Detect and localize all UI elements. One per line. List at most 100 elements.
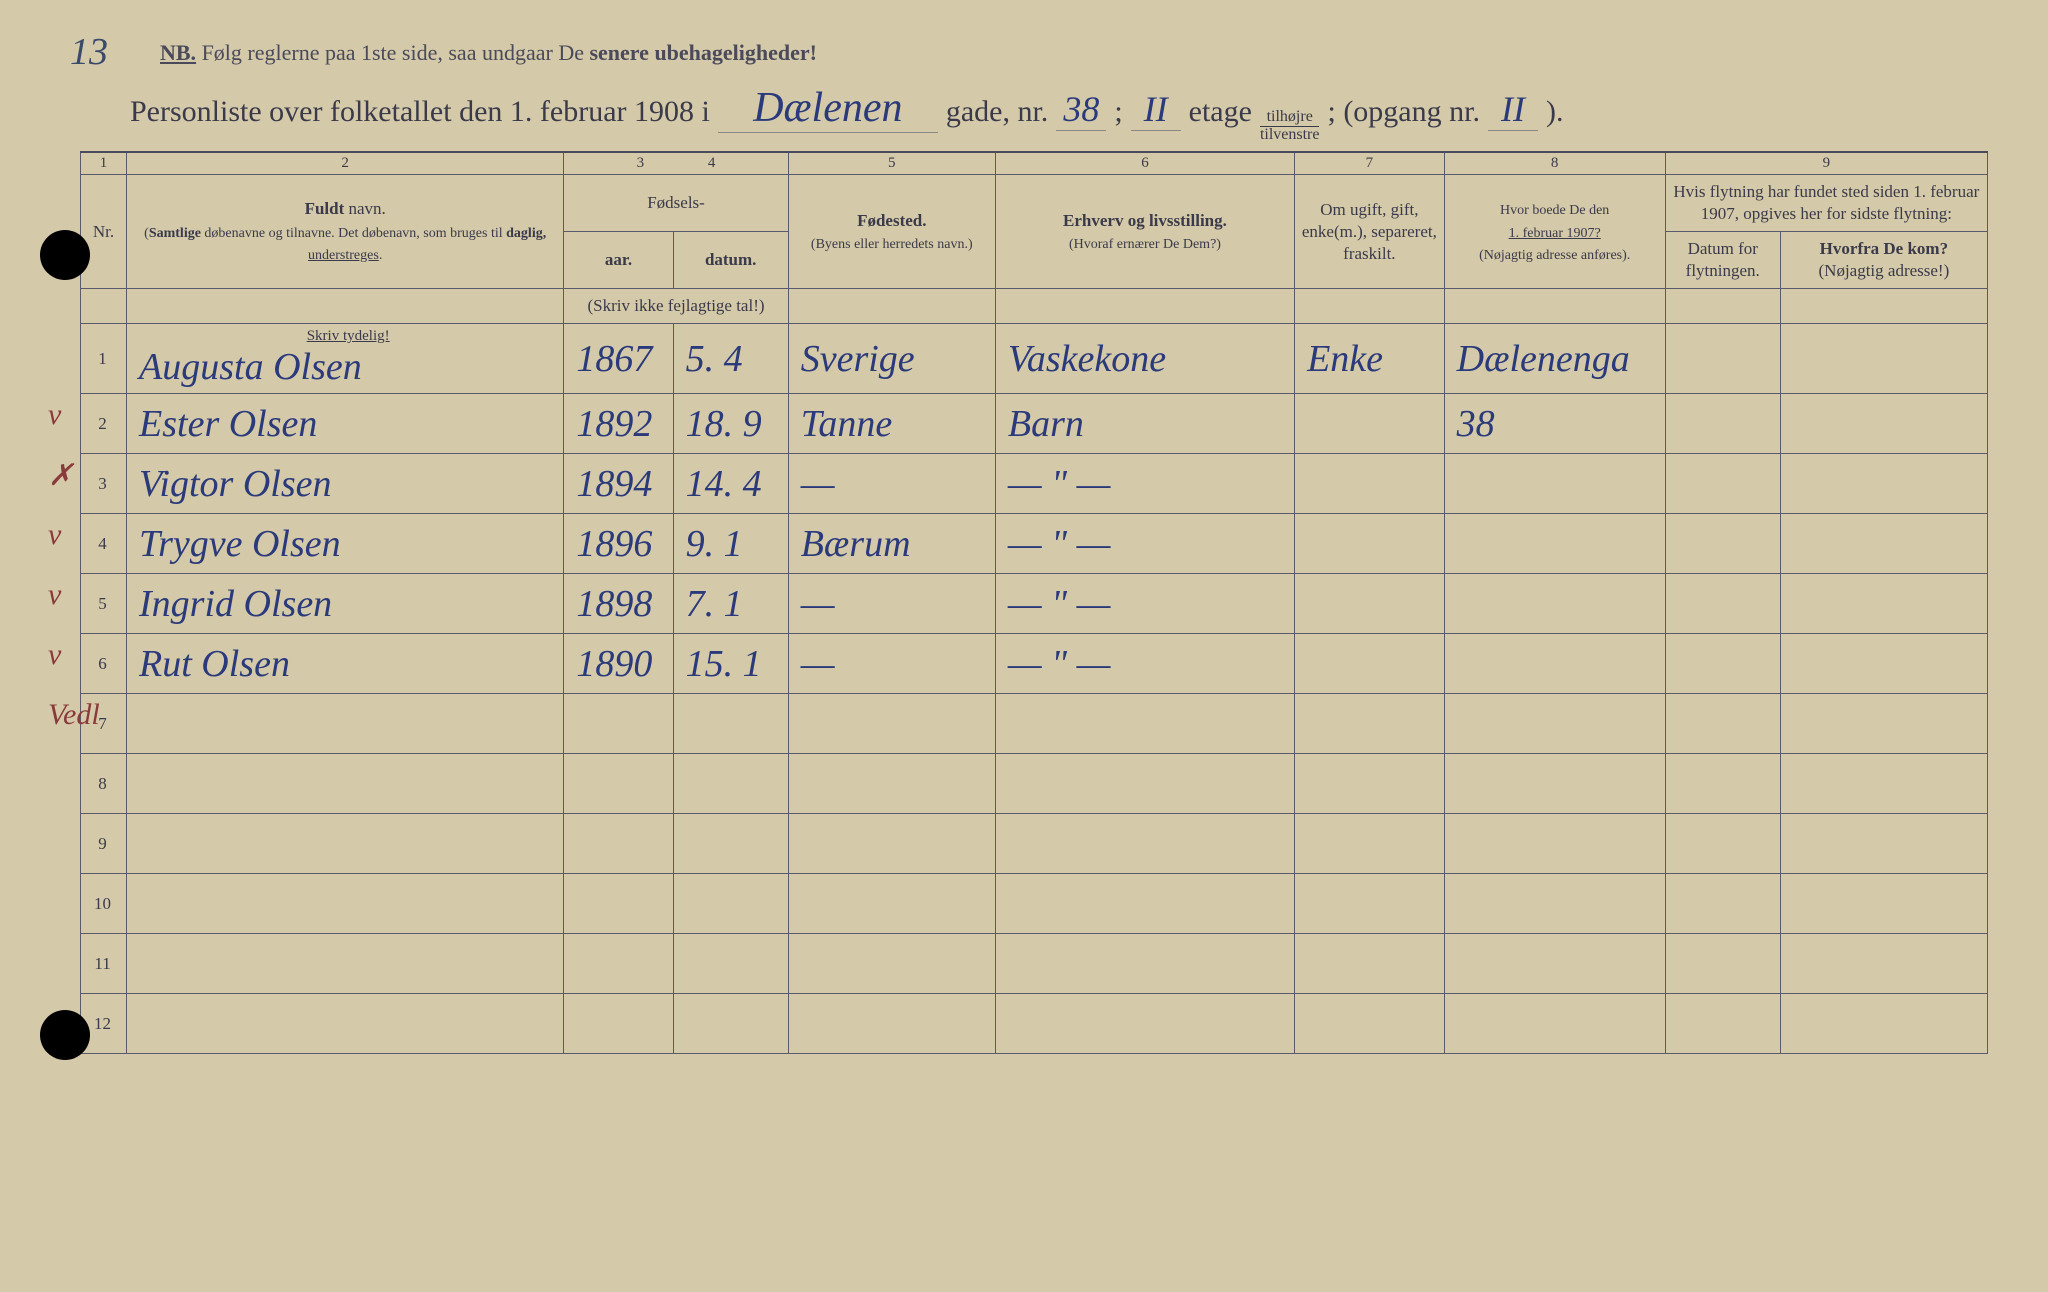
etage-label: etage: [1189, 95, 1252, 129]
cell-name: Trygve Olsen: [127, 514, 564, 574]
table-row-empty: 12: [81, 994, 1988, 1054]
cell-year: 1867: [564, 324, 673, 394]
table-row: 6 Rut Olsen 189015. 1—— " —: [81, 634, 1988, 694]
row-number: 8: [81, 754, 127, 814]
person-name: Rut Olsen: [139, 643, 290, 685]
row-number: 3: [81, 454, 127, 514]
skriv-tydelig-label: Skriv tydelig!: [139, 328, 557, 345]
person-name: Ingrid Olsen: [139, 583, 332, 625]
tilhojre-tilvenstre: tilhøjre tilvenstre: [1260, 109, 1320, 143]
hdr-nr: Nr.: [81, 175, 127, 289]
cell-residence: Dælenenga: [1444, 324, 1665, 394]
cell-residence: [1444, 574, 1665, 634]
colnum-6: 6: [995, 152, 1294, 175]
hdr-datum: datum.: [673, 232, 788, 289]
hdr-aar: aar.: [564, 232, 673, 289]
cell-year: 1896: [564, 514, 673, 574]
cell-name: Vigtor Olsen: [127, 454, 564, 514]
row-number: 6: [81, 634, 127, 694]
cell-place: —: [788, 454, 995, 514]
row-number: 1: [81, 324, 127, 394]
cell-date: 14. 4: [673, 454, 788, 514]
person-name: Augusta Olsen: [139, 346, 362, 388]
street-name: Dælenen: [718, 84, 938, 133]
table-row: 5Ingrid Olsen18987. 1—— " —: [81, 574, 1988, 634]
cell-move_date: [1665, 514, 1780, 574]
opgang-number: II: [1488, 88, 1538, 131]
table-row: 4Trygve Olsen18969. 1Bærum— " —: [81, 514, 1988, 574]
cell-place: Bærum: [788, 514, 995, 574]
cell-year: 1890: [564, 634, 673, 694]
cell-name: Ingrid Olsen: [127, 574, 564, 634]
hdr-name-sub: (Samtlige døbenavne og tilnavne. Det døb…: [144, 226, 546, 263]
cell-move_date: [1665, 634, 1780, 694]
hdr-name: Fuldt navn. (Samtlige døbenavne og tilna…: [127, 175, 564, 289]
nb-text: Følg reglerne paa 1ste side, saa undgaar…: [202, 40, 584, 65]
cell-year: 1894: [564, 454, 673, 514]
gade-label: gade, nr.: [946, 95, 1048, 129]
margin-mark: v: [48, 398, 61, 432]
cell-place: —: [788, 634, 995, 694]
cell-date: 5. 4: [673, 324, 788, 394]
punch-hole: [40, 1010, 90, 1060]
cell-status: Enke: [1295, 324, 1445, 394]
margin-mark: v: [48, 638, 61, 672]
cell-status: [1295, 574, 1445, 634]
cell-date: 7. 1: [673, 574, 788, 634]
cell-date: 15. 1: [673, 634, 788, 694]
cell-name: Skriv tydelig!Augusta Olsen: [127, 324, 564, 394]
colnum-8: 8: [1444, 152, 1665, 175]
cell-move_from: [1780, 394, 1987, 454]
row-number: 2: [81, 394, 127, 454]
punch-hole: [40, 230, 90, 280]
cell-place: Tanne: [788, 394, 995, 454]
cell-move_date: [1665, 454, 1780, 514]
margin-mark: v: [48, 518, 61, 552]
cell-year: 1892: [564, 394, 673, 454]
cell-residence: 38: [1444, 394, 1665, 454]
cell-move_from: [1780, 634, 1987, 694]
hdr-flyt-datum: Datum for flytningen.: [1665, 232, 1780, 289]
semicolon: ;: [1114, 95, 1122, 129]
title-prefix: Personliste over folketallet den 1. febr…: [130, 95, 710, 129]
title-line: Personliste over folketallet den 1. febr…: [80, 84, 1988, 143]
hdr-flyt-hvorfra: Hvorfra De kom? (Nøjagtig adresse!): [1780, 232, 1987, 289]
cell-move_date: [1665, 574, 1780, 634]
opgang-label: ; (opgang nr.: [1327, 95, 1479, 129]
hdr-erhverv: Erhverv og livsstilling. (Hvoraf ernærer…: [995, 175, 1294, 289]
cell-place: —: [788, 574, 995, 634]
cell-occupation: — " —: [995, 454, 1294, 514]
table-row-empty: 10: [81, 874, 1988, 934]
nb-label: NB.: [160, 40, 196, 65]
hdr-fodsels-sub: (Skriv ikke fejlagtige tal!): [564, 289, 788, 324]
colnum-2: 2: [127, 152, 564, 175]
table-row-empty: 9: [81, 814, 1988, 874]
header-row-1: Nr. Fuldt navn. (Samtlige døbenavne og t…: [81, 175, 1988, 232]
cell-occupation: — " —: [995, 634, 1294, 694]
person-name: Ester Olsen: [139, 403, 317, 445]
cell-occupation: — " —: [995, 574, 1294, 634]
row-number: 10: [81, 874, 127, 934]
person-name: Vigtor Olsen: [139, 463, 331, 505]
table-body: 1Skriv tydelig!Augusta Olsen18675. 4Sver…: [81, 324, 1988, 1054]
street-number: 38: [1056, 88, 1106, 131]
nb-bold: senere ubehageligheder!: [589, 40, 817, 65]
column-number-row: 1 2 3 4 5 6 7 8 9: [81, 152, 1988, 175]
person-name: Trygve Olsen: [139, 523, 341, 565]
cell-occupation: Barn: [995, 394, 1294, 454]
colnum-34: 3 4: [564, 152, 788, 175]
cell-move_from: [1780, 514, 1987, 574]
cell-status: [1295, 634, 1445, 694]
cell-residence: [1444, 454, 1665, 514]
row-number: 11: [81, 934, 127, 994]
cell-status: [1295, 514, 1445, 574]
cell-place: Sverige: [788, 324, 995, 394]
census-document: 1 3 NB. Følg reglerne paa 1ste side, saa …: [0, 0, 2048, 1292]
cell-date: 18. 9: [673, 394, 788, 454]
cell-residence: [1444, 634, 1665, 694]
row-number: 4: [81, 514, 127, 574]
margin-mark: Vedl: [48, 698, 100, 732]
table-row-empty: 7: [81, 694, 1988, 754]
colnum-9: 9: [1665, 152, 1987, 175]
cell-date: 9. 1: [673, 514, 788, 574]
